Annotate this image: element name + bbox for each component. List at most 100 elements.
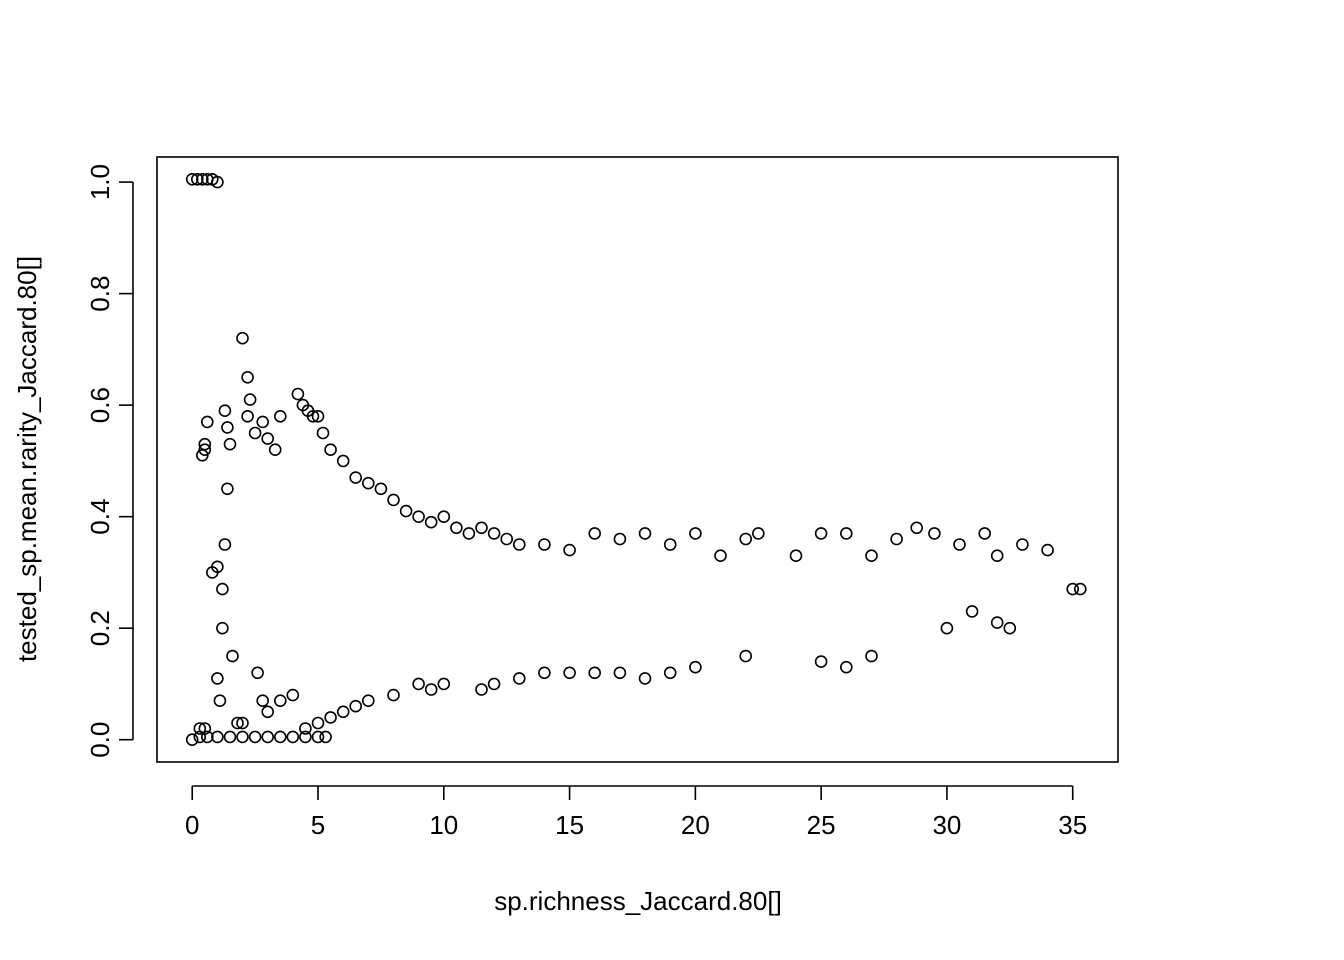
y-axis-title: tested_sp.mean.rarity_Jaccard.80[] xyxy=(12,256,42,662)
data-point xyxy=(475,521,488,535)
data-point xyxy=(236,331,249,345)
data-point xyxy=(538,538,551,551)
data-point xyxy=(191,173,204,186)
data-point xyxy=(316,426,330,440)
y-tick-label: 0.2 xyxy=(85,610,115,646)
data-point xyxy=(475,683,488,696)
data-point xyxy=(286,688,300,702)
data-point xyxy=(613,532,627,546)
data-point xyxy=(613,666,627,680)
data-point xyxy=(437,510,451,524)
data-point xyxy=(512,672,526,685)
data-point xyxy=(424,515,438,529)
data-point xyxy=(990,549,1004,563)
data-point xyxy=(965,605,979,618)
data-point xyxy=(211,175,224,189)
data-point xyxy=(243,393,257,406)
data-point xyxy=(638,527,652,540)
data-point xyxy=(487,677,501,691)
data-point xyxy=(663,666,677,680)
data-point xyxy=(213,694,227,708)
data-point xyxy=(218,404,232,418)
y-tick-label: 0.8 xyxy=(85,276,115,312)
data-point xyxy=(1003,621,1017,635)
data-point xyxy=(689,527,702,540)
data-point xyxy=(306,409,320,423)
data-point xyxy=(739,532,753,546)
plot-frame xyxy=(156,156,1119,763)
data-point xyxy=(311,716,325,730)
data-point xyxy=(538,666,551,680)
data-point xyxy=(241,409,254,423)
x-axis: 0 5 10 15 20 25 30 35 xyxy=(185,785,1087,840)
data-point xyxy=(412,677,425,691)
x-tick-label: 20 xyxy=(681,810,710,840)
data-point xyxy=(311,409,325,423)
data-point xyxy=(462,527,476,540)
data-point xyxy=(349,699,363,713)
data-point xyxy=(978,527,992,540)
data-point xyxy=(216,582,229,596)
data-point xyxy=(374,482,388,496)
data-point xyxy=(236,716,249,730)
data-point xyxy=(387,493,400,507)
data-point xyxy=(714,549,727,563)
data-point xyxy=(251,666,264,680)
data-point xyxy=(1041,543,1054,557)
data-point xyxy=(361,694,375,708)
data-point xyxy=(953,538,966,551)
data-point xyxy=(751,527,765,540)
data-point xyxy=(865,549,878,563)
data-point xyxy=(437,677,451,691)
data-point xyxy=(256,415,270,429)
data-point xyxy=(361,476,375,490)
data-point xyxy=(588,666,602,680)
data-point xyxy=(387,688,400,702)
data-point xyxy=(201,730,214,744)
x-tick-label: 10 xyxy=(429,810,458,840)
y-tick-label: 0.6 xyxy=(85,387,115,423)
data-point xyxy=(563,543,576,557)
data-point xyxy=(928,527,941,540)
data-point xyxy=(349,471,363,484)
data-point xyxy=(273,409,287,423)
data-point xyxy=(268,443,282,457)
data-point xyxy=(299,722,312,735)
data-point xyxy=(261,432,275,445)
data-point xyxy=(839,527,853,540)
data-point xyxy=(324,711,337,724)
data-point xyxy=(211,672,224,685)
data-point xyxy=(248,730,262,744)
x-tick-label: 0 xyxy=(185,810,199,840)
data-point xyxy=(221,482,234,496)
data-point xyxy=(286,730,300,744)
data-point xyxy=(231,716,244,730)
x-axis-title: sp.richness_Jaccard.80[] xyxy=(494,886,782,916)
data-point xyxy=(910,521,924,535)
data-point xyxy=(663,538,677,551)
data-point xyxy=(273,730,287,744)
data-point xyxy=(211,560,224,574)
data-point xyxy=(221,421,234,434)
data-point xyxy=(201,415,214,429)
data-point xyxy=(185,173,199,186)
data-point xyxy=(789,549,803,563)
data-point xyxy=(399,504,413,518)
x-tick-label: 35 xyxy=(1058,810,1087,840)
data-point xyxy=(638,672,652,685)
data-point xyxy=(198,437,212,451)
data-point xyxy=(450,521,463,535)
data-point xyxy=(256,694,270,708)
data-point xyxy=(990,616,1004,629)
x-tick-label: 25 xyxy=(807,810,836,840)
data-point xyxy=(865,649,878,663)
y-tick-label: 1.0 xyxy=(85,164,115,200)
data-point xyxy=(236,730,249,744)
data-point xyxy=(814,527,828,540)
data-point xyxy=(890,532,903,546)
data-point xyxy=(216,621,229,635)
data-point xyxy=(424,683,438,696)
data-point xyxy=(689,660,702,674)
data-point xyxy=(1066,582,1079,596)
